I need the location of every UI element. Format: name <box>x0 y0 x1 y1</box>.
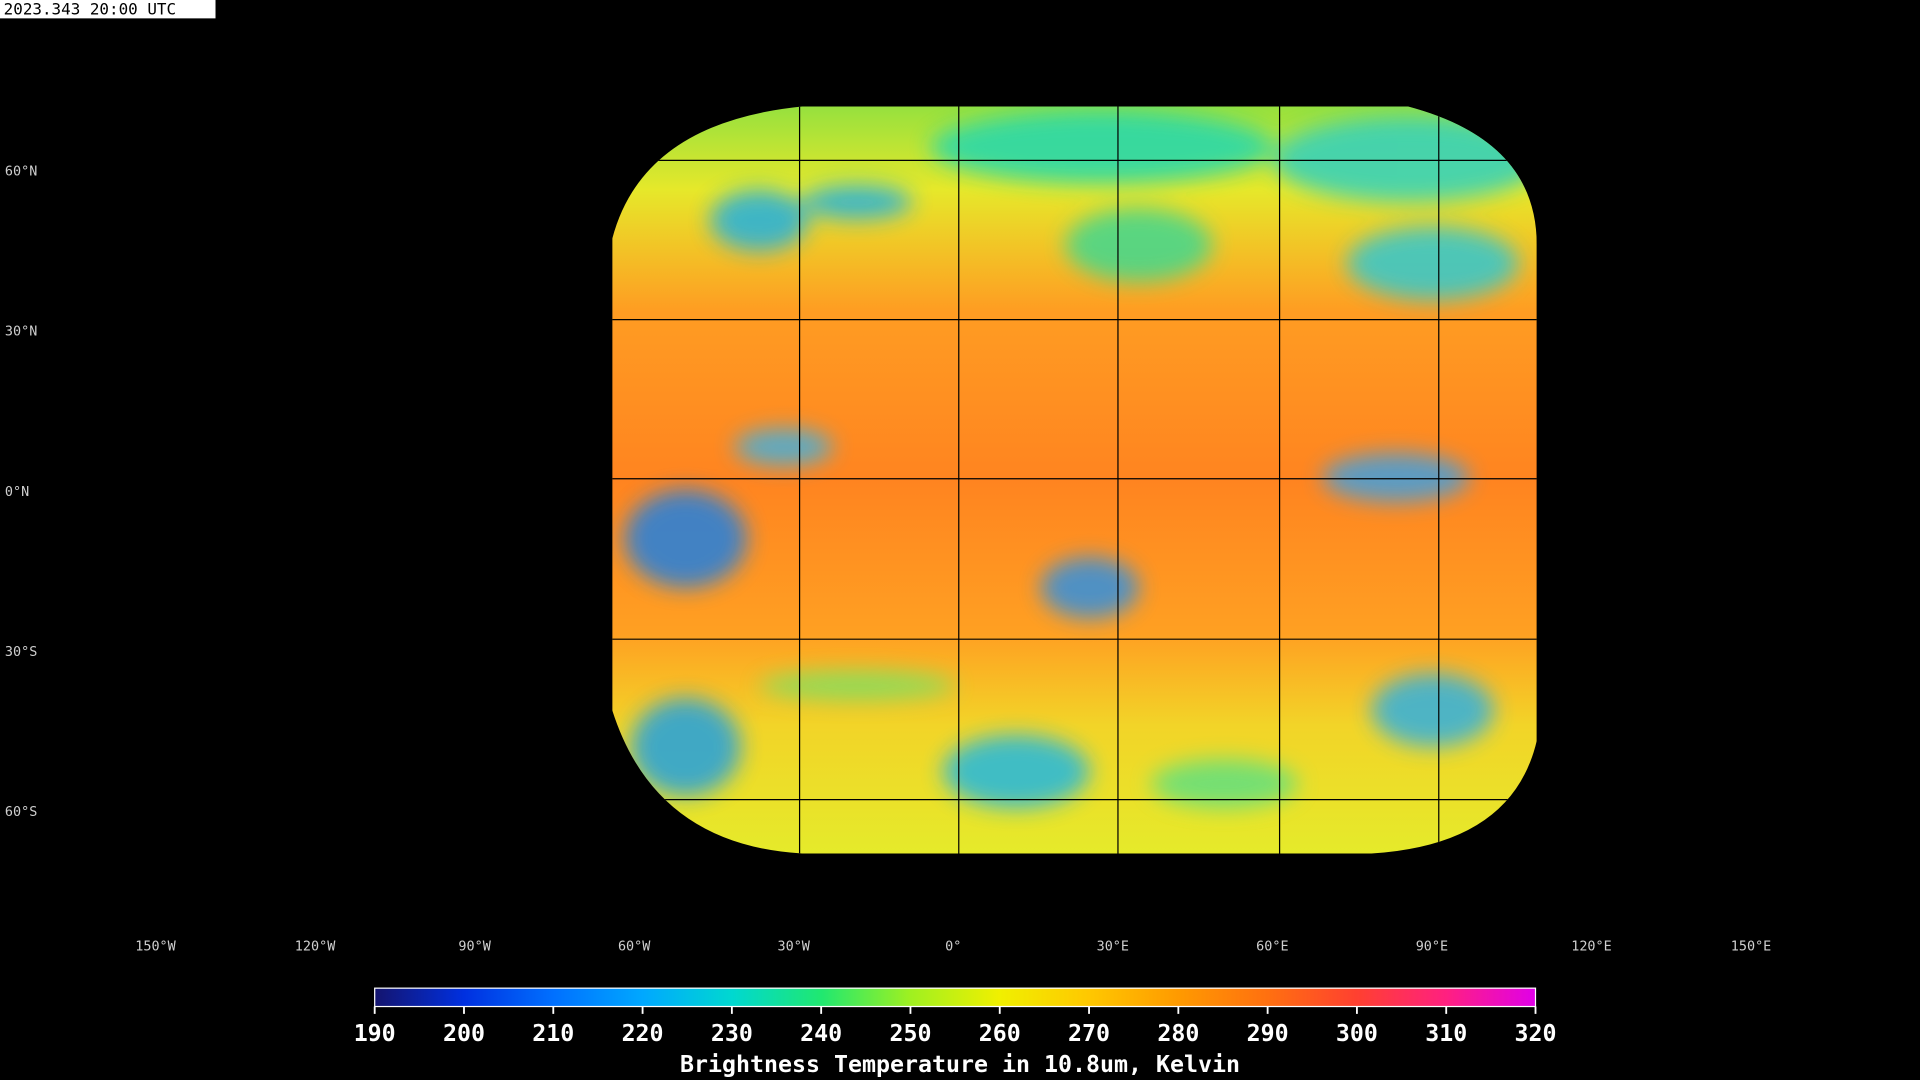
colorbar-title: Brightness Temperature in 10.8um, Kelvin <box>680 1051 1240 1078</box>
colorbar-tick-label: 220 <box>622 1020 664 1047</box>
lon-label: 150°E <box>1731 940 1772 955</box>
lat-label: 60°N <box>5 164 37 179</box>
lon-label: 120°E <box>1571 940 1611 955</box>
colorbar-tick-label: 320 <box>1515 1020 1557 1047</box>
colorbar-tick-label: 250 <box>889 1020 931 1047</box>
lat-label: 0°N <box>5 485 29 500</box>
timestamp-box <box>0 0 216 19</box>
satellite-image <box>612 106 1537 854</box>
colorbar-tick-label: 230 <box>711 1020 753 1047</box>
colorbar-tick-label: 190 <box>354 1020 396 1047</box>
colorbar-tick-label: 210 <box>532 1020 574 1047</box>
lat-label: 30°N <box>5 325 37 340</box>
colorbar-tick-label: 300 <box>1336 1020 1378 1047</box>
lat-label: 60°S <box>5 805 37 820</box>
lon-label: 120°W <box>295 940 336 955</box>
colorbar <box>374 987 1537 1008</box>
colorbar-tick-label: 270 <box>1068 1020 1110 1047</box>
lon-label: 30°W <box>778 940 811 955</box>
colorbar-tick-label: 260 <box>979 1020 1021 1047</box>
lon-label: 150°W <box>135 940 176 955</box>
grid <box>612 106 1537 854</box>
colorbar-tick-label: 240 <box>800 1020 842 1047</box>
lat-label: 30°S <box>5 645 37 660</box>
colorbar-tick-label: 310 <box>1425 1020 1467 1047</box>
lon-label: 30°E <box>1097 940 1129 955</box>
lon-label: 0° <box>945 940 961 955</box>
lon-label: 60°W <box>618 940 651 955</box>
colorbar-tick-label: 200 <box>443 1020 485 1047</box>
colorbar-tick-label: 290 <box>1247 1020 1289 1047</box>
timestamp: 2023.343 20:00 UTC <box>4 0 176 18</box>
lon-label: 90°W <box>458 940 491 955</box>
lon-label: 90°E <box>1416 940 1448 955</box>
colorbar-tick-label: 280 <box>1157 1020 1199 1047</box>
lon-label: 60°E <box>1256 940 1288 955</box>
